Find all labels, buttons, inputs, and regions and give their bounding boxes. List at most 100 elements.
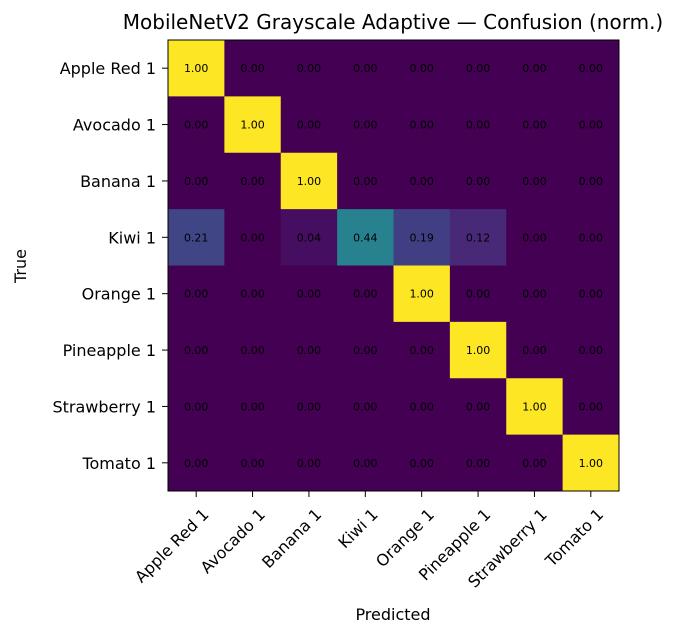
cell-value-label: 0.00 <box>240 288 265 301</box>
heatmap-cell <box>280 321 338 379</box>
heatmap-cell <box>393 434 451 492</box>
heatmap-cell <box>449 40 507 97</box>
y-axis-label: True <box>11 249 30 284</box>
heatmap-cell <box>224 265 282 323</box>
heatmap-cell <box>280 378 338 436</box>
cell-value-label: 0.00 <box>522 62 547 75</box>
heatmap-cell <box>393 321 451 379</box>
heatmap-cell <box>280 265 338 323</box>
heatmap-cell <box>506 152 564 210</box>
heatmap-cell <box>280 434 338 492</box>
heatmap-cell <box>449 96 507 154</box>
cell-value-label: 0.44 <box>353 231 378 244</box>
cell-value-label: 0.21 <box>184 231 209 244</box>
cell-value-label: 0.00 <box>409 62 434 75</box>
heatmap-cell <box>449 152 507 210</box>
cell-value-label: 0.00 <box>184 457 209 470</box>
heatmap-cell <box>337 40 394 97</box>
x-tick-label: Tomato 1 <box>541 505 607 571</box>
y-tick-label: Strawberry 1 <box>52 397 156 416</box>
cell-value-label: 1.00 <box>297 175 322 188</box>
y-tick-label: Apple Red 1 <box>60 59 156 78</box>
heatmap-cell <box>393 265 451 323</box>
cell-value-label: 0.00 <box>240 62 265 75</box>
y-tick-label: Kiwi 1 <box>108 228 156 247</box>
cell-value-label: 0.00 <box>522 231 547 244</box>
heatmap-cell <box>562 209 620 266</box>
cell-value-label: 0.12 <box>466 231 491 244</box>
heatmap-cell <box>168 96 225 154</box>
cell-value-label: 0.00 <box>184 400 209 413</box>
cell-value-label: 0.00 <box>466 119 491 132</box>
heatmap-cell <box>337 321 394 379</box>
cell-value-label: 0.19 <box>409 231 434 244</box>
cell-value-label: 0.00 <box>579 231 604 244</box>
y-tick-label: Orange 1 <box>82 285 156 304</box>
heatmap-cell <box>449 209 507 266</box>
heatmap-cell <box>337 209 394 266</box>
heatmap-cell <box>280 96 338 154</box>
heatmap-cell <box>337 434 394 492</box>
heatmap-cell <box>224 434 282 492</box>
cell-value-label: 1.00 <box>409 288 434 301</box>
cell-value-label: 0.00 <box>184 119 209 132</box>
heatmap-cell <box>168 152 225 210</box>
heatmap-cell <box>562 378 620 436</box>
heatmap-cell <box>168 321 225 379</box>
cell-value-label: 1.00 <box>579 457 604 470</box>
cell-value-label: 0.00 <box>579 62 604 75</box>
heatmap-cell <box>168 40 225 97</box>
heatmap-cell <box>393 152 451 210</box>
heatmap-cell <box>224 96 282 154</box>
cell-value-label: 0.00 <box>522 344 547 357</box>
cell-value-label: 0.00 <box>353 288 378 301</box>
cell-value-label: 0.00 <box>297 344 322 357</box>
cell-value-label: 0.00 <box>466 400 491 413</box>
cell-value-label: 0.00 <box>409 457 434 470</box>
heatmap-cell <box>224 152 282 210</box>
cell-value-label: 0.00 <box>409 400 434 413</box>
cell-value-label: 0.00 <box>522 457 547 470</box>
cell-value-label: 0.00 <box>240 344 265 357</box>
cell-value-label: 0.00 <box>466 288 491 301</box>
heatmap-cell <box>449 378 507 436</box>
heatmap-cell <box>224 209 282 266</box>
heatmap-cell <box>393 378 451 436</box>
heatmap-cell <box>168 209 225 266</box>
heatmap-cell <box>168 434 225 492</box>
cell-value-label: 0.00 <box>184 344 209 357</box>
x-tick-label: Apple Red 1 <box>131 505 213 587</box>
heatmap-cell <box>506 209 564 266</box>
cell-value-label: 0.00 <box>297 457 322 470</box>
heatmap-cell <box>562 40 620 97</box>
y-tick-label: Tomato 1 <box>81 454 156 473</box>
cell-value-label: 1.00 <box>522 400 547 413</box>
heatmap-cell <box>280 40 338 97</box>
cell-value-label: 0.00 <box>579 400 604 413</box>
plot-frame <box>167 39 620 492</box>
cell-value-label: 0.00 <box>466 62 491 75</box>
heatmap-cell <box>562 434 620 492</box>
heatmap-cell <box>337 152 394 210</box>
cell-value-label: 0.00 <box>240 231 265 244</box>
heatmap-cell <box>506 434 564 492</box>
heatmap-cell <box>562 152 620 210</box>
cell-value-label: 0.04 <box>297 231 322 244</box>
heatmap-cell <box>337 378 394 436</box>
heatmap-cell <box>224 40 282 97</box>
cell-value-label: 0.00 <box>297 288 322 301</box>
heatmap-cell <box>506 265 564 323</box>
cell-value-label: 0.00 <box>579 288 604 301</box>
y-axis-ticks: Apple Red 1 Avocado 1 Banana 1 Kiwi 1 Orange… <box>52 59 168 473</box>
cell-value-label: 0.00 <box>409 344 434 357</box>
cell-value-label: 0.00 <box>522 119 547 132</box>
heatmap-cell <box>449 434 507 492</box>
heatmap-cells: 1.00 0.00 0.00 0.00 0.00 0.00 0.00 0.00 0.00 1.00… <box>168 40 620 492</box>
cell-value-label: 0.00 <box>184 288 209 301</box>
heatmap-cell <box>224 321 282 379</box>
y-tick-label: Pineapple 1 <box>63 341 156 360</box>
cell-value-label: 0.00 <box>409 119 434 132</box>
heatmap-cell <box>506 40 564 97</box>
cell-value-label: 0.00 <box>353 175 378 188</box>
